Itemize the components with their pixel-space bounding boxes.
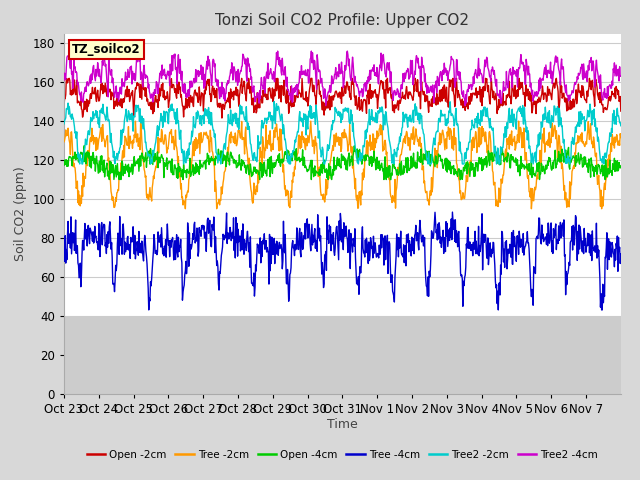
Legend: Open -2cm, Tree -2cm, Open -4cm, Tree -4cm, Tree2 -2cm, Tree2 -4cm: Open -2cm, Tree -2cm, Open -4cm, Tree -4…	[83, 445, 602, 464]
Tree -2cm	[599, 204, 607, 209]
Open -2cm	[65, 75, 73, 81]
Tree2 -2cm	[617, 123, 625, 129]
Open -4cm	[599, 173, 607, 179]
Tree -2cm	[617, 134, 625, 140]
Tree2 -2cm	[270, 98, 278, 104]
Tree -4cm	[590, 248, 598, 254]
Tree -2cm	[164, 146, 172, 152]
Tree -4cm	[599, 281, 607, 287]
Open -2cm	[164, 94, 172, 99]
Open -2cm	[88, 96, 95, 101]
Open -2cm	[292, 92, 300, 98]
Tree -2cm	[132, 118, 140, 124]
Tree2 -4cm	[60, 78, 68, 84]
Y-axis label: Soil CO2 (ppm): Soil CO2 (ppm)	[14, 166, 27, 261]
Title: Tonzi Soil CO2 Profile: Upper CO2: Tonzi Soil CO2 Profile: Upper CO2	[216, 13, 469, 28]
Tree2 -4cm	[134, 48, 142, 54]
Tree2 -2cm	[292, 134, 300, 140]
X-axis label: Time: Time	[327, 419, 358, 432]
Tree2 -4cm	[322, 103, 330, 108]
Tree2 -4cm	[590, 71, 598, 77]
Tree2 -4cm	[292, 83, 300, 89]
Tree -4cm	[449, 209, 456, 215]
Tree2 -4cm	[599, 97, 607, 103]
Tree -2cm	[292, 156, 300, 162]
Tree -4cm	[60, 254, 68, 260]
Open -4cm	[389, 163, 397, 168]
Tree2 -2cm	[60, 121, 68, 127]
Open -4cm	[81, 143, 88, 148]
Tree2 -4cm	[87, 80, 95, 86]
Tree2 -4cm	[164, 68, 172, 74]
Tree2 -4cm	[617, 73, 625, 79]
Open -2cm	[60, 104, 68, 109]
Text: TZ_soilco2: TZ_soilco2	[72, 43, 141, 56]
Line: Tree -2cm: Tree -2cm	[64, 121, 621, 209]
Tree -2cm	[87, 135, 95, 141]
Tree -4cm	[292, 247, 300, 252]
Tree -2cm	[60, 139, 68, 144]
Line: Tree -4cm: Tree -4cm	[64, 212, 621, 310]
Open -2cm	[599, 101, 607, 107]
Tree -4cm	[164, 235, 172, 240]
Bar	[64, 316, 621, 394]
Tree2 -2cm	[88, 117, 95, 123]
Tree2 -2cm	[590, 106, 598, 112]
Line: Open -2cm: Open -2cm	[64, 78, 621, 118]
Open -2cm	[389, 102, 397, 108]
Open -2cm	[590, 95, 598, 100]
Open -4cm	[590, 173, 598, 179]
Tree -2cm	[389, 197, 397, 203]
Tree2 -2cm	[389, 151, 397, 157]
Line: Tree2 -4cm: Tree2 -4cm	[64, 51, 621, 106]
Tree -2cm	[182, 206, 189, 212]
Tree -4cm	[145, 307, 152, 313]
Open -2cm	[218, 115, 226, 121]
Tree -4cm	[87, 228, 95, 233]
Open -4cm	[106, 177, 113, 182]
Tree -4cm	[617, 251, 625, 257]
Open -4cm	[60, 162, 68, 168]
Open -4cm	[292, 146, 300, 152]
Line: Open -4cm: Open -4cm	[64, 145, 621, 180]
Tree2 -2cm	[76, 161, 83, 167]
Open -4cm	[617, 163, 625, 169]
Tree2 -2cm	[164, 120, 172, 126]
Open -4cm	[88, 165, 95, 171]
Line: Tree2 -2cm: Tree2 -2cm	[64, 101, 621, 164]
Tree -4cm	[388, 288, 396, 294]
Tree -2cm	[590, 137, 598, 143]
Open -4cm	[164, 160, 172, 166]
Tree2 -2cm	[599, 154, 607, 159]
Tree2 -4cm	[389, 97, 397, 103]
Open -2cm	[617, 108, 625, 114]
